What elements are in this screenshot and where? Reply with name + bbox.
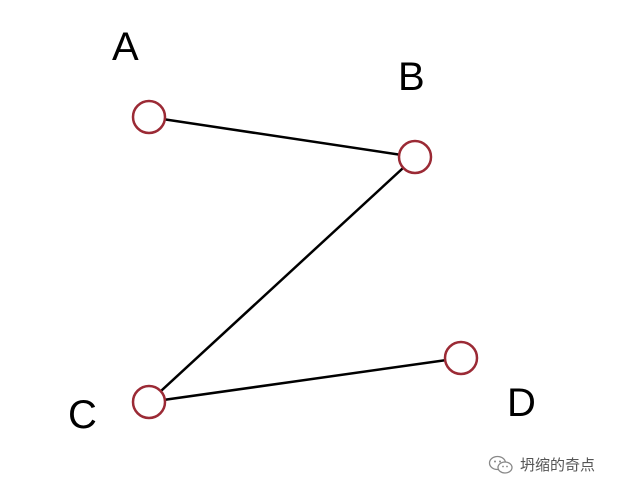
edge-a-b (148, 115, 416, 159)
node-d (443, 340, 479, 376)
edge-c-d (148, 356, 462, 404)
wechat-icon (488, 455, 513, 474)
node-label-d: D (507, 381, 536, 425)
watermark: 坍缩的奇点 (488, 454, 595, 475)
watermark-text: 坍缩的奇点 (520, 456, 596, 474)
node-a (131, 99, 167, 135)
node-label-c: C (68, 393, 97, 437)
node-c (131, 384, 167, 420)
node-label-b: B (398, 55, 425, 99)
edge-b-c (148, 156, 416, 403)
node-b (397, 139, 433, 175)
node-label-a: A (112, 25, 139, 69)
